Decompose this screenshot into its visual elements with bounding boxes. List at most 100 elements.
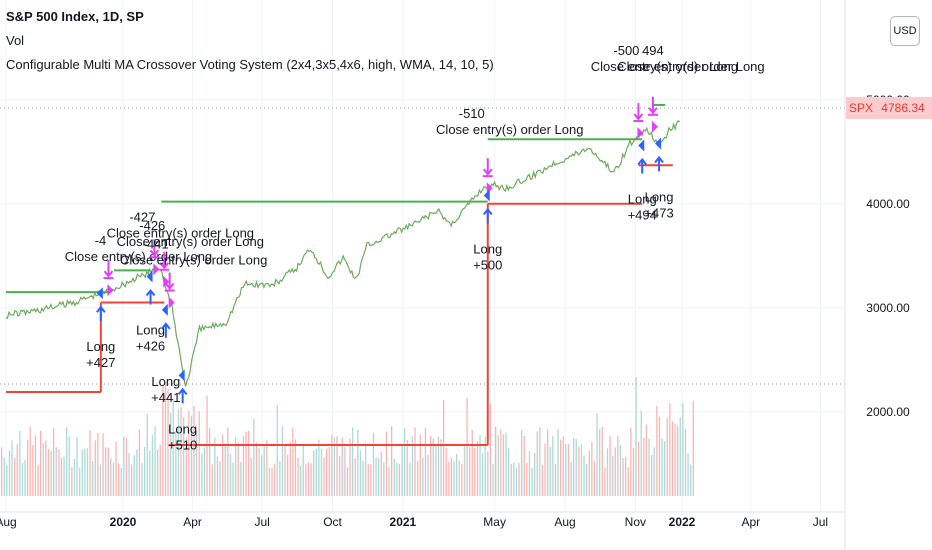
volume-bar	[586, 463, 588, 496]
volume-bar	[531, 467, 533, 496]
volume-bar	[245, 431, 247, 496]
volume-bar	[357, 429, 359, 496]
volume-bar	[60, 458, 63, 496]
trade-exit-marker[interactable]: Close entry(s) order Long-4	[65, 233, 212, 297]
volume-bar	[684, 428, 687, 496]
volume-bar	[331, 435, 333, 496]
volume-bar	[362, 460, 364, 496]
volume-bar	[536, 431, 538, 496]
exit-arrow-icon	[159, 262, 170, 270]
trade-entry-marker[interactable]: Long+427	[86, 287, 115, 370]
entry-arrow-icon	[482, 207, 493, 216]
volume-bar	[341, 437, 343, 496]
volume-bar	[167, 388, 169, 496]
volume-bar	[349, 438, 351, 496]
volume-bar	[427, 454, 429, 496]
volume-bar	[84, 448, 86, 496]
volume-bar	[604, 467, 606, 496]
volume-bar	[422, 457, 424, 496]
volume-bar	[638, 441, 640, 496]
trade-entry-marker[interactable]: Long+494	[628, 139, 657, 223]
volume-bar	[27, 439, 29, 496]
time-axis-tick: Jul	[813, 515, 828, 529]
volume-bar	[484, 436, 486, 496]
trade-entry-marker[interactable]: Long+500	[473, 189, 502, 272]
exit-flag-icon	[163, 275, 170, 288]
volume-label[interactable]: Vol	[6, 33, 25, 48]
volume-bar	[435, 444, 437, 496]
volume-bar	[619, 445, 622, 496]
volume-bar	[469, 446, 471, 496]
volume-bar	[622, 458, 624, 496]
trade-exit-marker[interactable]: Close entry(s) order Long-441	[120, 237, 267, 309]
price-axis-tick: 4000.00	[866, 197, 910, 211]
volume-bar	[258, 448, 260, 496]
volume-bar	[274, 464, 276, 496]
volume-bar	[578, 446, 580, 496]
volume-bar	[401, 444, 403, 496]
volume-bar	[185, 437, 187, 496]
volume-bar	[359, 450, 362, 496]
volume-bar	[547, 429, 549, 496]
volume-bar	[453, 460, 455, 496]
currency-button[interactable]: USD	[890, 16, 920, 46]
indicator-label[interactable]: Configurable Multi MA Crossover Voting S…	[6, 57, 494, 72]
volume-bar	[583, 455, 585, 496]
volume-bar	[339, 456, 341, 496]
volume-bar	[336, 436, 338, 496]
trade-exit-marker[interactable]: Close entry(s) order Long-426	[117, 218, 264, 288]
volume-bar	[149, 450, 151, 496]
trade-exit-marker[interactable]: Close entry(s) order Long-427	[107, 209, 254, 276]
volume-bar	[255, 442, 258, 496]
time-axis-tick: Nov	[625, 515, 646, 529]
volume-bar	[643, 437, 645, 496]
exit-profit: -500	[613, 43, 639, 58]
volume-bar	[557, 428, 559, 496]
time-axis-tick: Oct	[323, 515, 342, 529]
volume-bar	[645, 424, 648, 496]
volume-bar	[250, 457, 252, 496]
exit-label: Close entry(s) order Long	[617, 59, 764, 74]
volume-bar	[354, 458, 356, 496]
volume-bar	[146, 413, 148, 496]
volume-bar	[6, 464, 8, 496]
volume-bar	[315, 448, 317, 496]
volume-bar	[180, 407, 182, 496]
volume-bar	[544, 443, 546, 496]
volume-bars	[1, 377, 694, 496]
volume-bar	[328, 447, 330, 496]
exit-label: Close entry(s) order Long	[591, 59, 738, 74]
trade-entry-marker[interactable]: Long+473	[644, 137, 674, 220]
volume-bar	[16, 444, 18, 496]
volume-bar	[125, 437, 128, 496]
volume-bar	[211, 464, 213, 496]
volume-bar	[518, 462, 520, 496]
volume-bar	[656, 405, 658, 496]
volume-bar	[664, 441, 666, 496]
trade-entry-marker[interactable]: Long+426	[136, 270, 165, 354]
entry-flag-icon	[146, 270, 153, 283]
volume-bar	[94, 440, 96, 496]
volume-bar	[625, 457, 627, 496]
trade-exit-marker[interactable]: Close entry(s) order Long-510	[436, 106, 583, 195]
volume-bar	[437, 436, 440, 496]
last-price-tag[interactable]: SPX 4786.34	[846, 97, 932, 119]
volume-bar	[183, 416, 185, 496]
exit-arrow-icon	[164, 282, 175, 291]
last-price-symbol: SPX	[849, 101, 873, 115]
entry-label: Long	[645, 189, 674, 204]
trade-entry-marker[interactable]: Long+510	[168, 369, 197, 452]
volume-bar	[617, 435, 619, 496]
entry-profit: +426	[136, 339, 165, 354]
volume-bar	[162, 385, 164, 496]
volume-bar	[606, 448, 609, 496]
exit-label: Close entry(s) order Long	[107, 225, 254, 240]
trade-entry-marker[interactable]: Long+441	[151, 303, 180, 405]
volume-bar	[471, 429, 473, 496]
volume-bar	[86, 448, 89, 496]
trade-exit-marker[interactable]: Close entry(s) order Long-500	[591, 43, 738, 140]
volume-bar	[609, 436, 611, 496]
volume-bar	[419, 434, 421, 496]
